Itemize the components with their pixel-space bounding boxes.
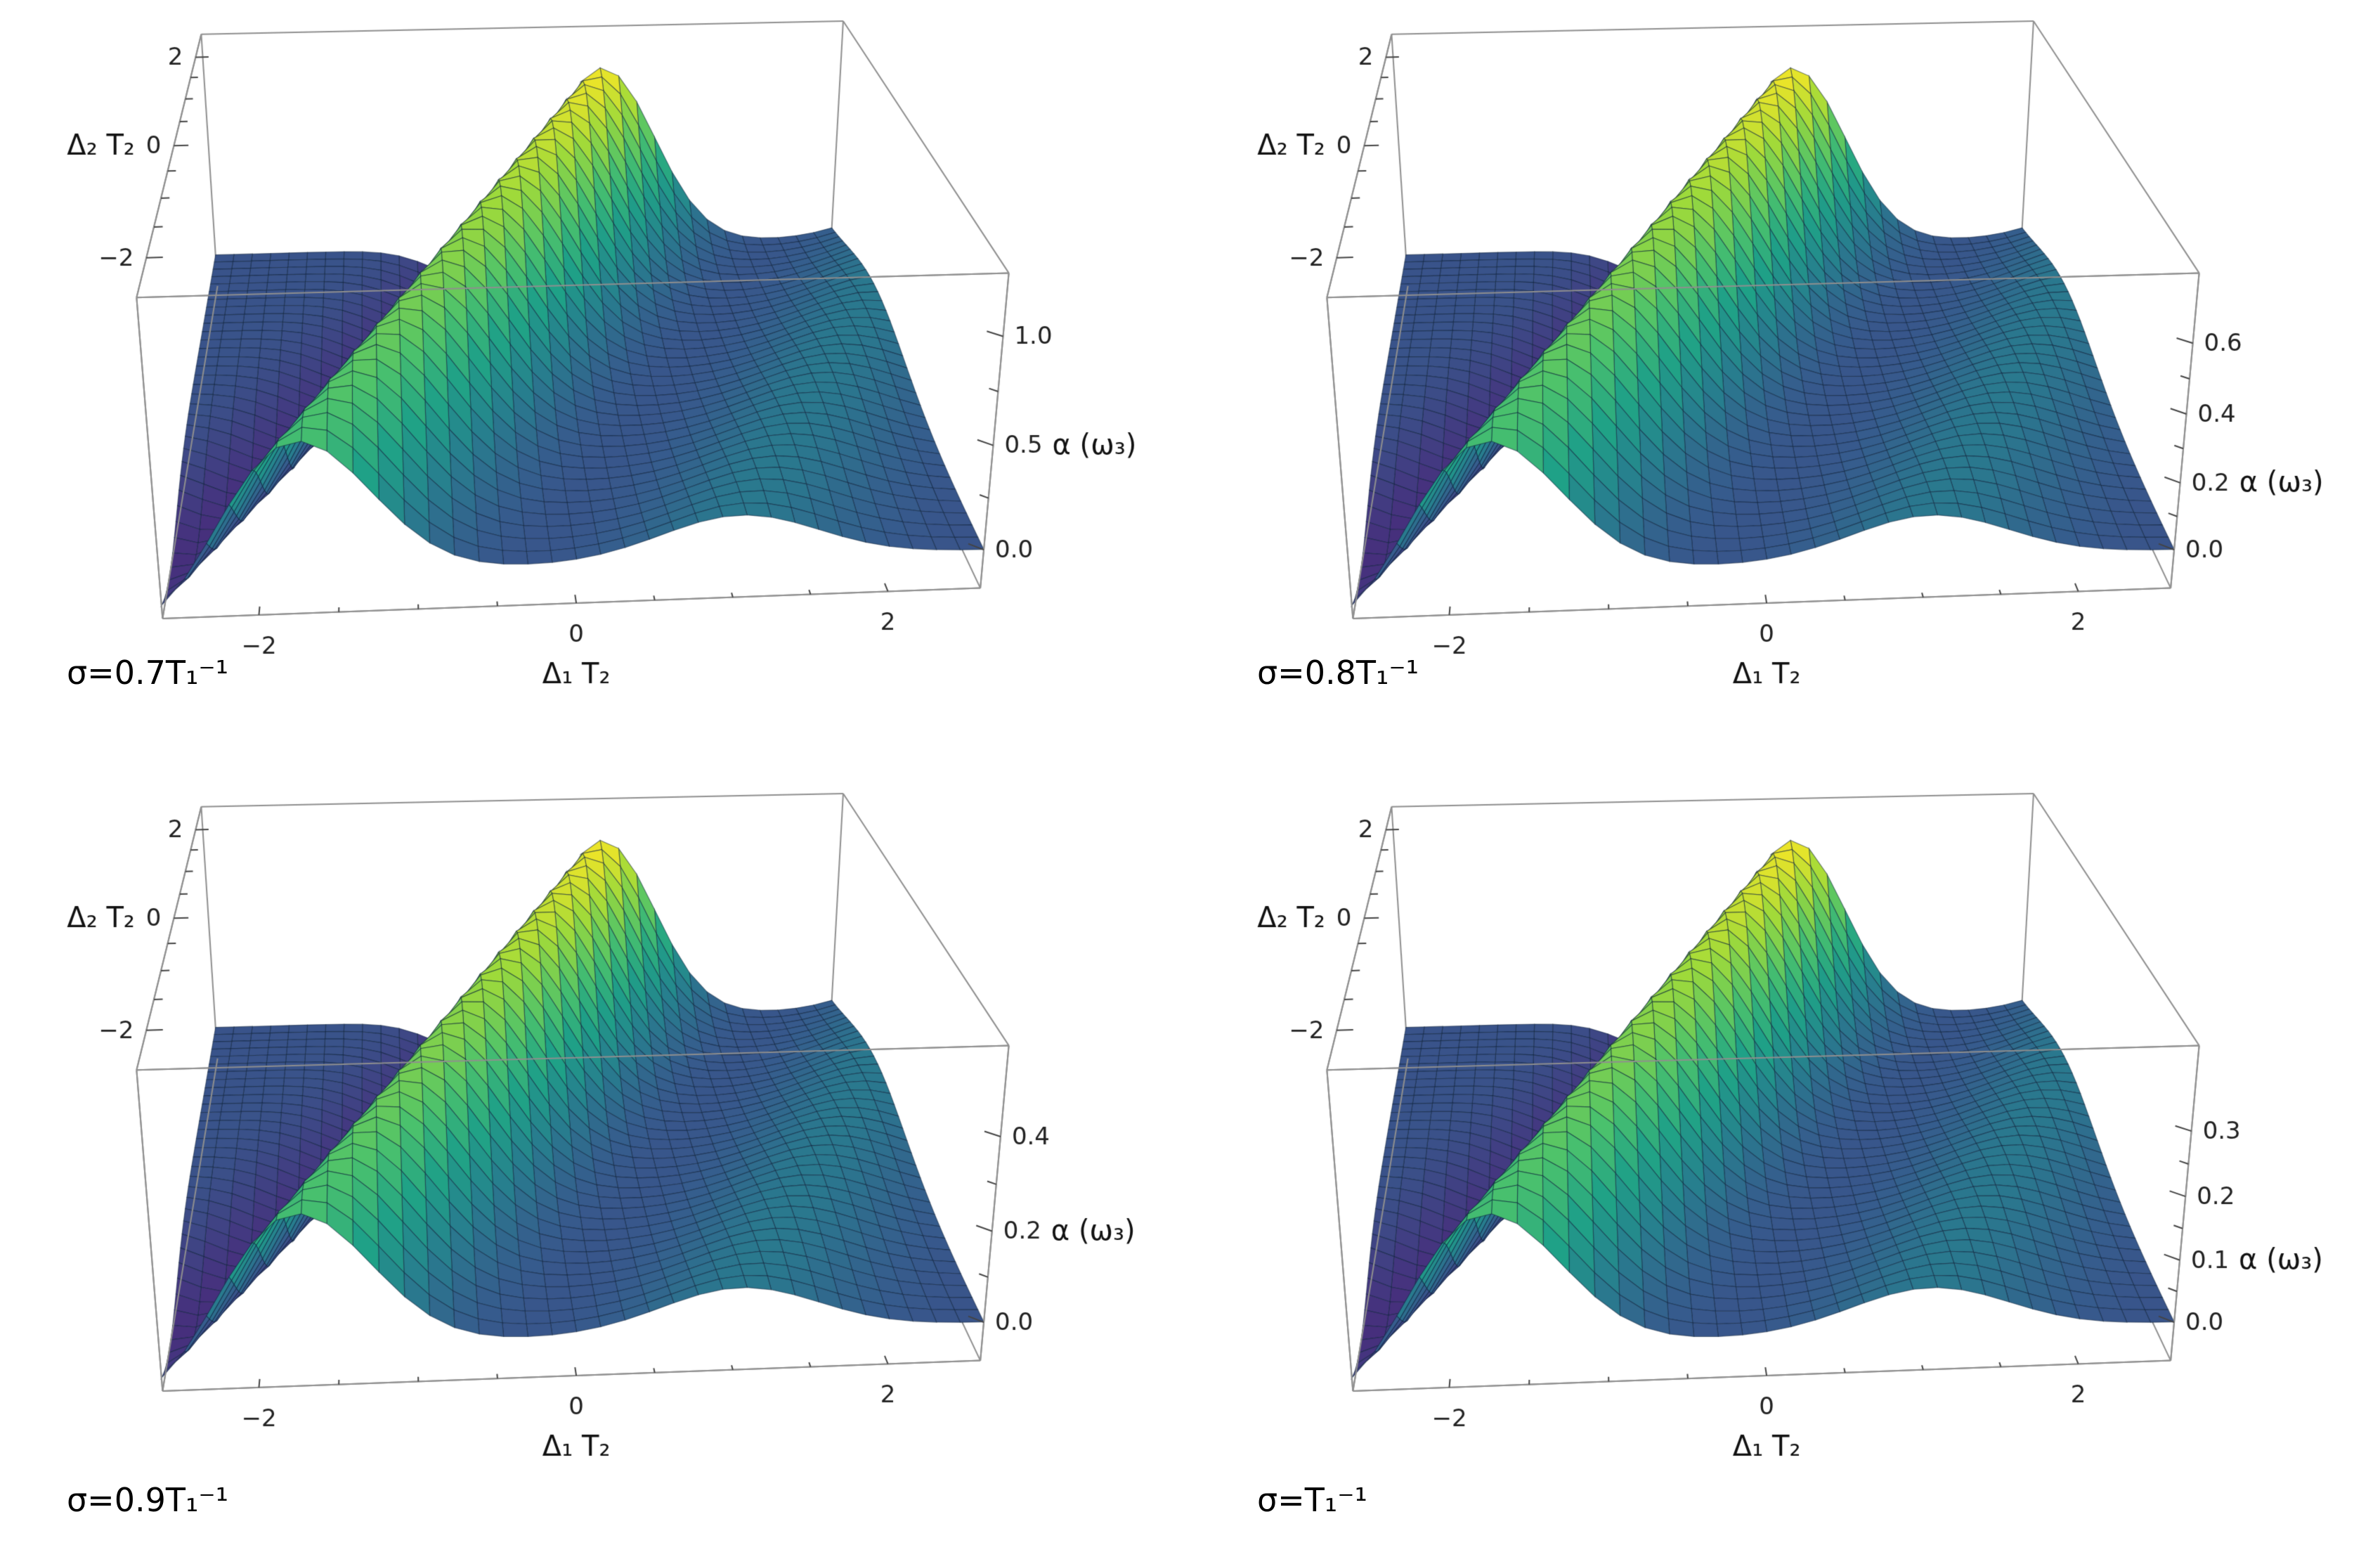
surface-plot-canvas-top-left: [0, 0, 1190, 772]
surface-plot-canvas-top-right: [1190, 0, 2380, 772]
sigma-label: σ=0.9T₁⁻¹: [67, 1481, 229, 1519]
surface-panel-top-left: σ=0.7T₁⁻¹: [0, 0, 1190, 772]
sigma-label: σ=0.8T₁⁻¹: [1257, 654, 1419, 692]
sigma-label: σ=T₁⁻¹: [1257, 1481, 1367, 1519]
surface-panel-bottom-left: σ=0.9T₁⁻¹: [0, 772, 1190, 1545]
surface-plot-canvas-bottom-right: [1190, 772, 2380, 1545]
sigma-label: σ=0.7T₁⁻¹: [67, 654, 229, 692]
surface-plot-canvas-bottom-left: [0, 772, 1190, 1545]
surface-panel-bottom-right: σ=T₁⁻¹: [1190, 772, 2380, 1545]
surface-panel-top-right: σ=0.8T₁⁻¹: [1190, 0, 2380, 772]
